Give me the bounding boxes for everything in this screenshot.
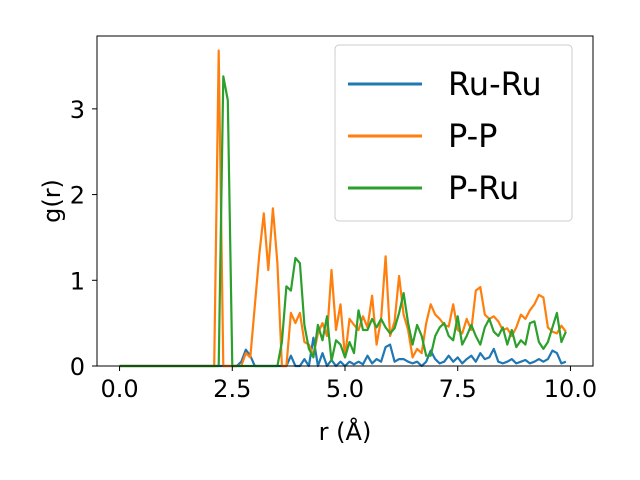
legend-label-p-ru: P-Ru <box>448 169 519 207</box>
legend-label-ru-ru: Ru-Ru <box>448 65 542 103</box>
x-tick-label: 5.0 <box>326 375 364 403</box>
ticks-layer: 0.0 2.5 5.0 7.5 10.0 0 1 2 3 <box>70 96 597 403</box>
legend-frame <box>334 44 573 222</box>
x-axis-label: r (Å) <box>319 417 372 446</box>
x-tick-label: 10.0 <box>544 375 597 403</box>
legend: Ru-Ru P-P P-Ru <box>334 44 573 222</box>
x-tick-label: 2.5 <box>213 375 251 403</box>
series-line-p-ru <box>119 75 567 368</box>
y-tick-label: 3 <box>70 96 85 124</box>
y-tick-label: 1 <box>70 267 85 295</box>
legend-label-p-p: P-P <box>448 117 497 155</box>
x-tick-label: 0.0 <box>100 375 138 403</box>
y-tick-label: 2 <box>70 182 85 210</box>
x-tick-label: 7.5 <box>439 375 477 403</box>
y-tick-label: 0 <box>70 353 85 381</box>
y-axis-label: g(r) <box>38 179 66 223</box>
series-line-p-p <box>119 49 567 368</box>
